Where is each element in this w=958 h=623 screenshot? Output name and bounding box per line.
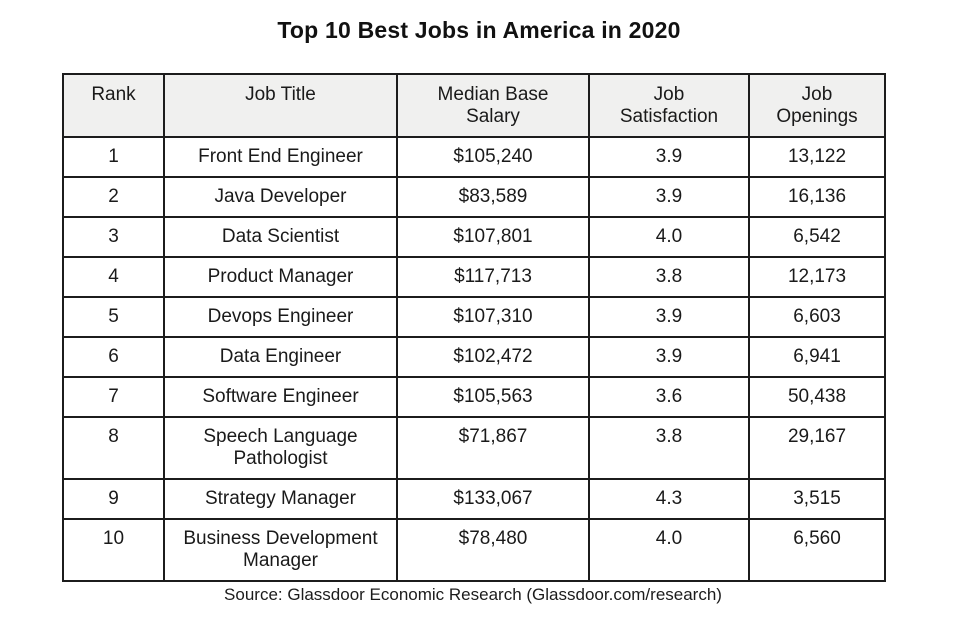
cell-median-base-salary: $117,713 (396, 256, 590, 298)
cell-rank: 4 (62, 256, 165, 298)
cell-rank: 2 (62, 176, 165, 218)
column-header-job-satisfaction: Job Satisfaction (588, 73, 750, 138)
table-body: 1 Front End Engineer $105,240 3.9 13,122 2 Jav… (62, 136, 886, 582)
cell-job-satisfaction: 3.9 (588, 176, 750, 218)
cell-job-satisfaction: 3.9 (588, 336, 750, 378)
table-row: 7 Software Engineer $105,563 3.6 50,438 (62, 376, 886, 418)
cell-job-title: Speech Language Pathologist (163, 416, 398, 480)
table-row: 6 Data Engineer $102,472 3.9 6,941 (62, 336, 886, 378)
table-row: 2 Java Developer $83,589 3.9 16,136 (62, 176, 886, 218)
cell-rank: 9 (62, 478, 165, 520)
cell-job-openings: 50,438 (748, 376, 886, 418)
cell-job-title: Product Manager (163, 256, 398, 298)
column-header-rank: Rank (62, 73, 165, 138)
cell-job-satisfaction: 3.6 (588, 376, 750, 418)
cell-job-satisfaction: 4.0 (588, 518, 750, 582)
cell-job-title: Front End Engineer (163, 136, 398, 178)
cell-job-title: Software Engineer (163, 376, 398, 418)
table-row: 1 Front End Engineer $105,240 3.9 13,122 (62, 136, 886, 178)
cell-rank: 10 (62, 518, 165, 582)
cell-job-openings: 16,136 (748, 176, 886, 218)
cell-median-base-salary: $78,480 (396, 518, 590, 582)
cell-rank: 5 (62, 296, 165, 338)
cell-job-satisfaction: 4.0 (588, 216, 750, 258)
cell-rank: 3 (62, 216, 165, 258)
cell-median-base-salary: $71,867 (396, 416, 590, 480)
table-row: 4 Product Manager $117,713 3.8 12,173 (62, 256, 886, 298)
cell-job-openings: 6,542 (748, 216, 886, 258)
cell-job-title: Data Scientist (163, 216, 398, 258)
cell-job-title: Java Developer (163, 176, 398, 218)
jobs-table: Rank Job Title Median Base Salary Job Sa… (62, 73, 886, 582)
cell-job-satisfaction: 4.3 (588, 478, 750, 520)
cell-job-openings: 13,122 (748, 136, 886, 178)
source-note: Source: Glassdoor Economic Research (Gla… (224, 585, 722, 604)
cell-job-openings: 29,167 (748, 416, 886, 480)
cell-median-base-salary: $105,240 (396, 136, 590, 178)
table-row: 9 Strategy Manager $133,067 4.3 3,515 (62, 478, 886, 520)
cell-job-satisfaction: 3.8 (588, 416, 750, 480)
cell-rank: 7 (62, 376, 165, 418)
table-row: 5 Devops Engineer $107,310 3.9 6,603 (62, 296, 886, 338)
cell-job-title: Business Development Manager (163, 518, 398, 582)
table-header-row: Rank Job Title Median Base Salary Job Sa… (62, 73, 886, 138)
cell-job-title: Data Engineer (163, 336, 398, 378)
cell-rank: 1 (62, 136, 165, 178)
column-header-median-base-salary: Median Base Salary (396, 73, 590, 138)
column-header-job-openings: Job Openings (748, 73, 886, 138)
page-title: Top 10 Best Jobs in America in 2020 (277, 17, 681, 43)
cell-job-openings: 12,173 (748, 256, 886, 298)
cell-median-base-salary: $133,067 (396, 478, 590, 520)
table-row: 3 Data Scientist $107,801 4.0 6,542 (62, 216, 886, 258)
cell-median-base-salary: $107,310 (396, 296, 590, 338)
cell-job-satisfaction: 3.9 (588, 136, 750, 178)
cell-job-openings: 6,941 (748, 336, 886, 378)
cell-median-base-salary: $83,589 (396, 176, 590, 218)
cell-median-base-salary: $107,801 (396, 216, 590, 258)
column-header-job-title: Job Title (163, 73, 398, 138)
cell-job-openings: 6,603 (748, 296, 886, 338)
cell-median-base-salary: $105,563 (396, 376, 590, 418)
cell-job-openings: 6,560 (748, 518, 886, 582)
cell-rank: 8 (62, 416, 165, 480)
table-row: 10 Business Development Manager $78,480 4.0… (62, 518, 886, 582)
cell-rank: 6 (62, 336, 165, 378)
cell-job-openings: 3,515 (748, 478, 886, 520)
cell-median-base-salary: $102,472 (396, 336, 590, 378)
cell-job-title: Strategy Manager (163, 478, 398, 520)
cell-job-satisfaction: 3.9 (588, 296, 750, 338)
cell-job-title: Devops Engineer (163, 296, 398, 338)
cell-job-satisfaction: 3.8 (588, 256, 750, 298)
table-row: 8 Speech Language Pathologist $71,867 3.8 29… (62, 416, 886, 480)
